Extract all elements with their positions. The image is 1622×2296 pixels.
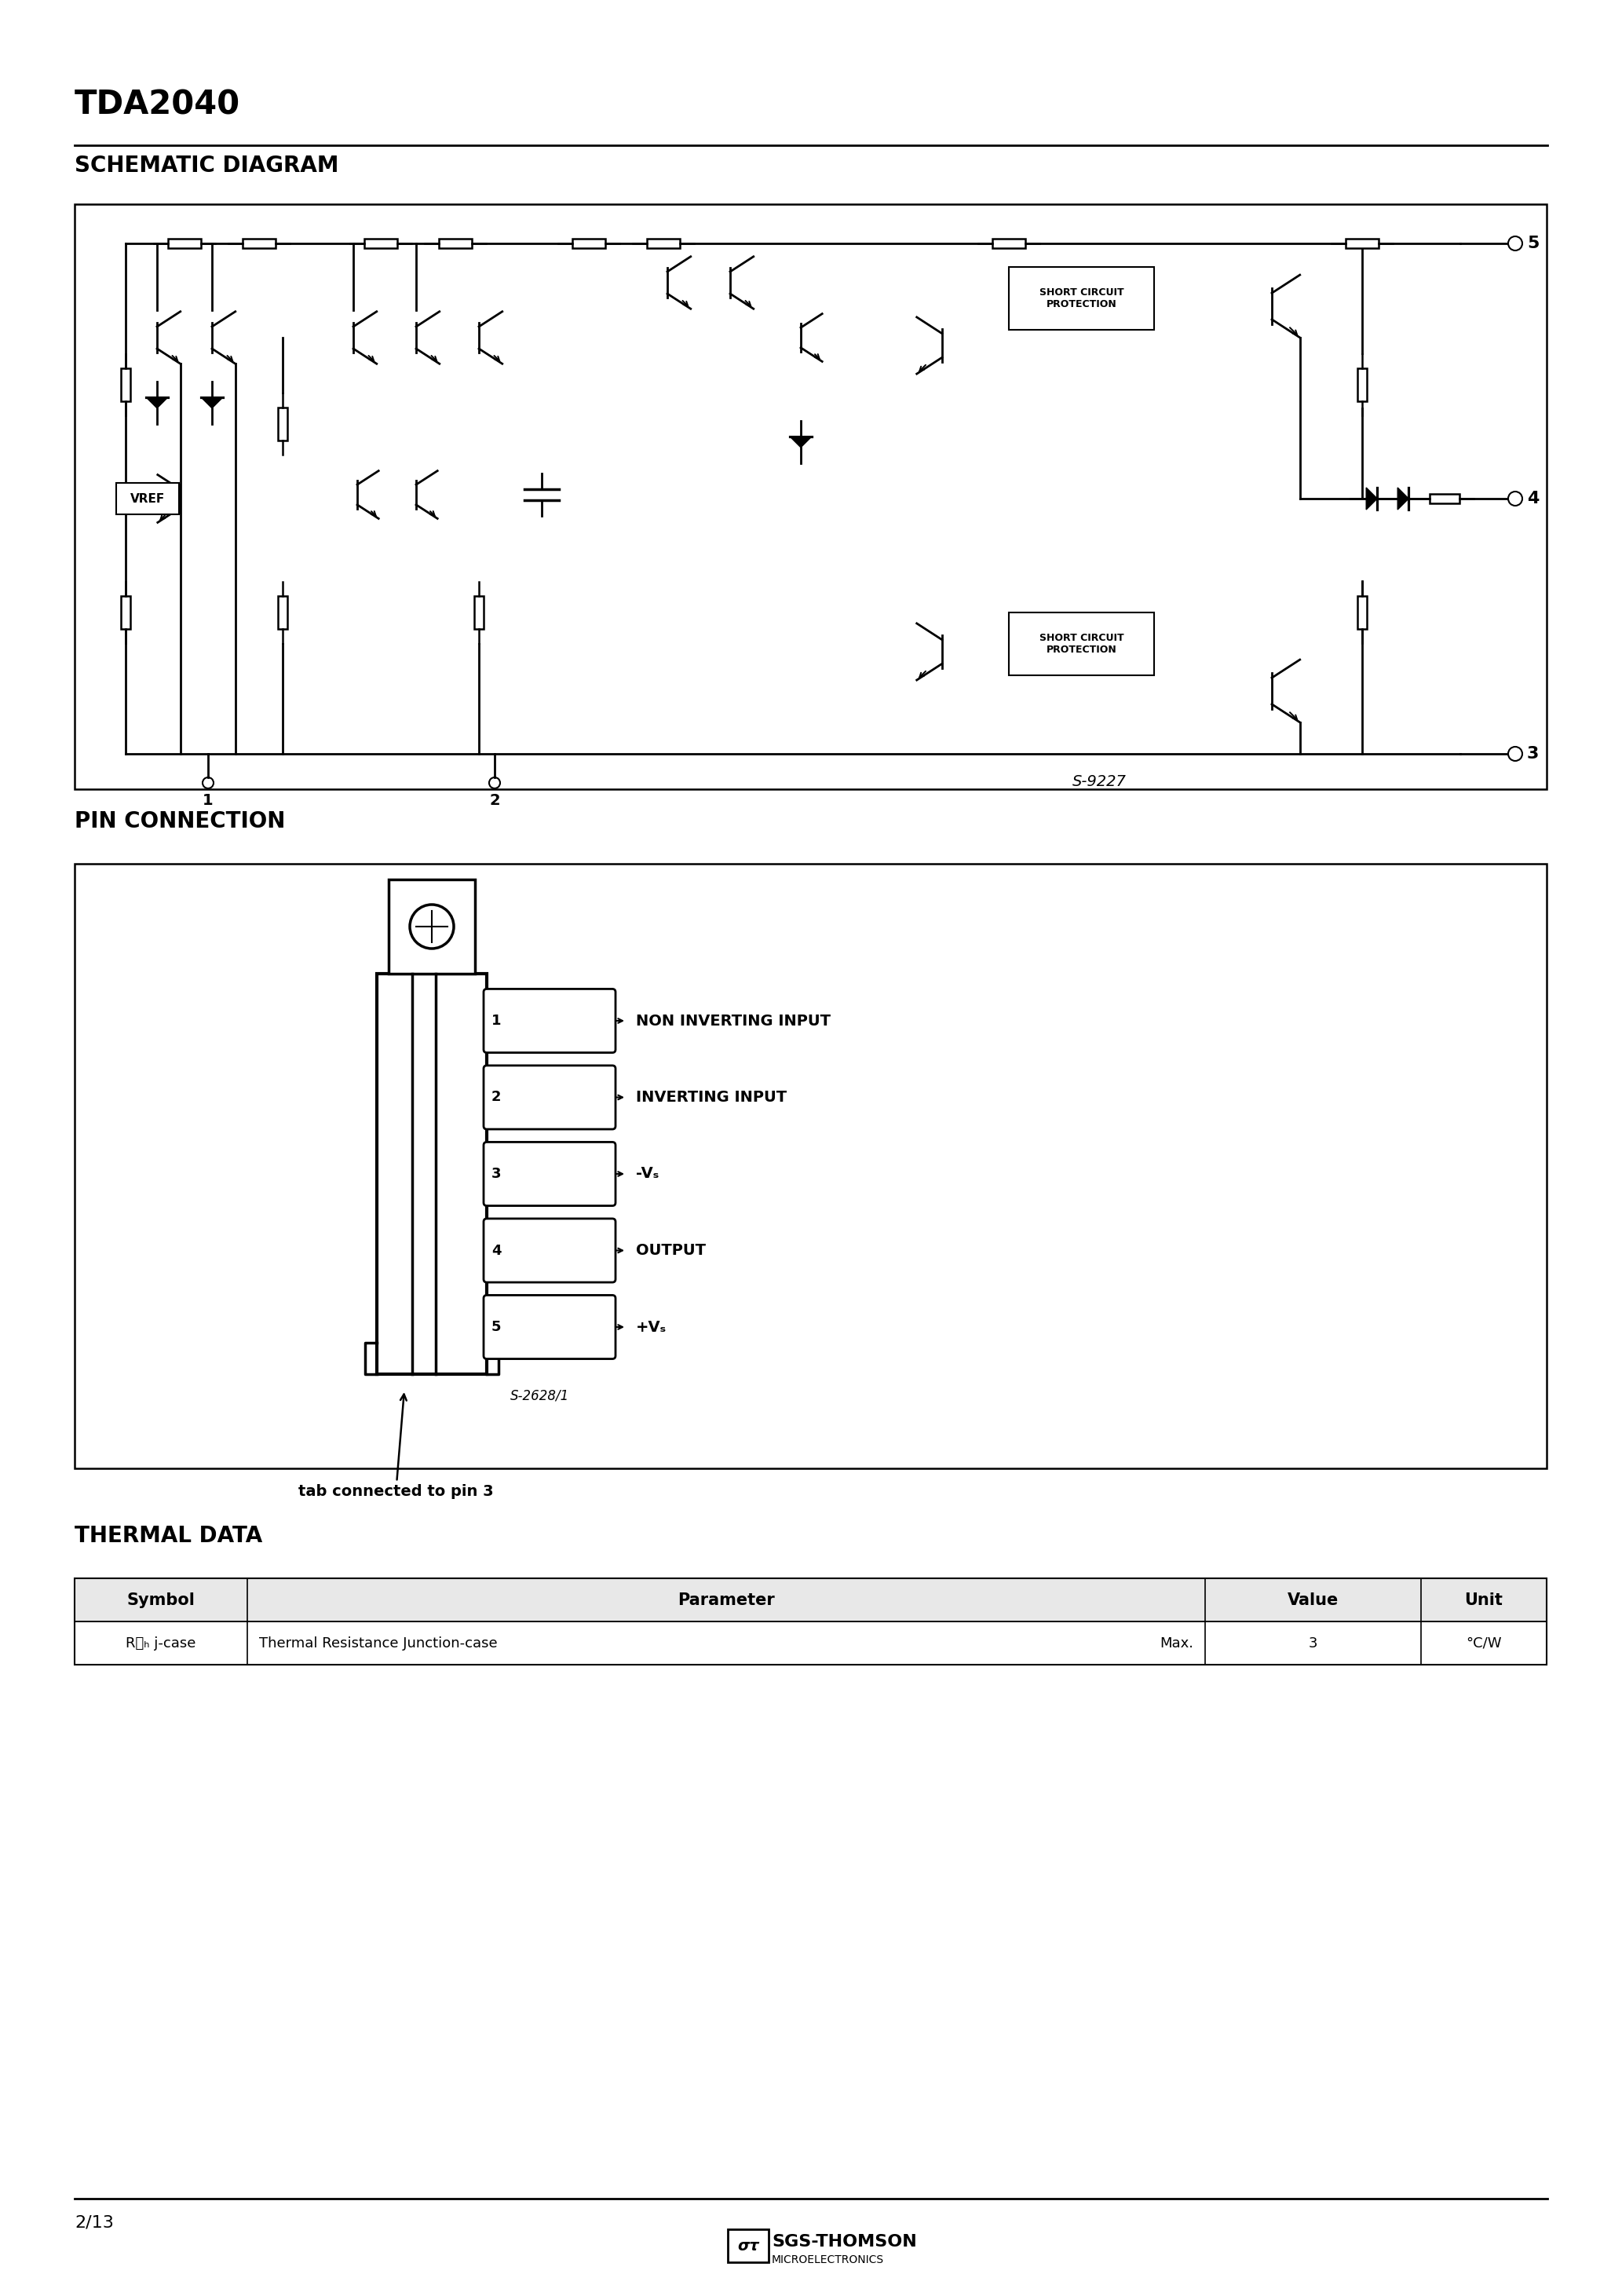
Bar <box>573 239 605 248</box>
Text: 5: 5 <box>1526 236 1539 250</box>
Text: S-2628/1: S-2628/1 <box>511 1389 569 1403</box>
Bar <box>365 239 397 248</box>
Text: THERMAL DATA: THERMAL DATA <box>75 1525 263 1548</box>
Bar <box>169 239 201 248</box>
Text: Symbol: Symbol <box>127 1591 195 1607</box>
Bar <box>243 239 276 248</box>
Text: 3: 3 <box>1309 1637 1317 1651</box>
Text: NON INVERTING INPUT: NON INVERTING INPUT <box>636 1013 830 1029</box>
FancyBboxPatch shape <box>728 2229 769 2262</box>
Text: -Vₛ: -Vₛ <box>636 1166 659 1182</box>
Text: SHORT CIRCUIT
PROTECTION: SHORT CIRCUIT PROTECTION <box>1040 634 1124 654</box>
Polygon shape <box>201 397 222 409</box>
Text: 1: 1 <box>491 1015 501 1029</box>
Bar <box>1346 239 1379 248</box>
Bar <box>75 1621 1547 1665</box>
Bar <box>1429 494 1460 503</box>
Text: MICROELECTRONICS: MICROELECTRONICS <box>772 2255 884 2266</box>
Text: Value: Value <box>1288 1591 1338 1607</box>
Text: tab connected to pin 3: tab connected to pin 3 <box>298 1394 493 1499</box>
Bar <box>993 239 1025 248</box>
Text: 4: 4 <box>491 1244 501 1258</box>
Bar <box>1358 597 1367 629</box>
Polygon shape <box>1366 487 1377 510</box>
Text: Max.: Max. <box>1160 1637 1194 1651</box>
Text: SCHEMATIC DIAGRAM: SCHEMATIC DIAGRAM <box>75 154 339 177</box>
Text: VREF: VREF <box>130 494 165 505</box>
Bar <box>440 239 472 248</box>
Text: SGS-THOMSON: SGS-THOMSON <box>772 2234 916 2250</box>
Text: 2: 2 <box>490 792 500 808</box>
Bar <box>75 1577 1547 1665</box>
Text: +Vₛ: +Vₛ <box>636 1320 667 1334</box>
Text: στ: στ <box>738 2239 759 2252</box>
Text: S-9227: S-9227 <box>1072 774 1126 790</box>
Bar <box>117 482 178 514</box>
Bar <box>389 879 475 974</box>
Text: PIN CONNECTION: PIN CONNECTION <box>75 810 285 833</box>
Text: 2: 2 <box>491 1091 501 1104</box>
Text: 1: 1 <box>203 792 214 808</box>
Text: 5: 5 <box>491 1320 501 1334</box>
Text: TDA2040: TDA2040 <box>75 90 240 122</box>
Polygon shape <box>1398 487 1408 510</box>
Bar <box>122 367 130 402</box>
Bar <box>1358 367 1367 402</box>
Bar <box>277 597 287 629</box>
FancyBboxPatch shape <box>483 1065 615 1130</box>
Text: Unit: Unit <box>1465 1591 1504 1607</box>
FancyBboxPatch shape <box>483 990 615 1052</box>
Polygon shape <box>146 397 169 409</box>
Text: 4: 4 <box>1526 491 1539 507</box>
Bar <box>75 863 1547 1469</box>
Polygon shape <box>790 436 811 448</box>
FancyBboxPatch shape <box>483 1219 615 1283</box>
FancyBboxPatch shape <box>483 1295 615 1359</box>
Bar <box>376 974 487 1373</box>
Bar <box>75 204 1547 790</box>
Bar <box>277 406 287 441</box>
Bar <box>75 1577 1547 1621</box>
Bar <box>122 597 130 629</box>
Text: OUTPUT: OUTPUT <box>636 1242 706 1258</box>
Bar <box>1009 613 1155 675</box>
Text: 2/13: 2/13 <box>75 2213 114 2229</box>
FancyBboxPatch shape <box>483 1141 615 1205</box>
Text: °C/W: °C/W <box>1466 1637 1502 1651</box>
Text: Thermal Resistance Junction-case: Thermal Resistance Junction-case <box>260 1637 498 1651</box>
Bar <box>647 239 680 248</box>
Text: 3: 3 <box>1526 746 1539 762</box>
Text: INVERTING INPUT: INVERTING INPUT <box>636 1091 787 1104</box>
Bar <box>474 597 483 629</box>
Text: Parameter: Parameter <box>678 1591 775 1607</box>
Text: R₟ₕ j-case: R₟ₕ j-case <box>127 1637 196 1651</box>
Text: SHORT CIRCUIT
PROTECTION: SHORT CIRCUIT PROTECTION <box>1040 287 1124 310</box>
Bar <box>1009 266 1155 331</box>
Text: 3: 3 <box>491 1166 501 1180</box>
